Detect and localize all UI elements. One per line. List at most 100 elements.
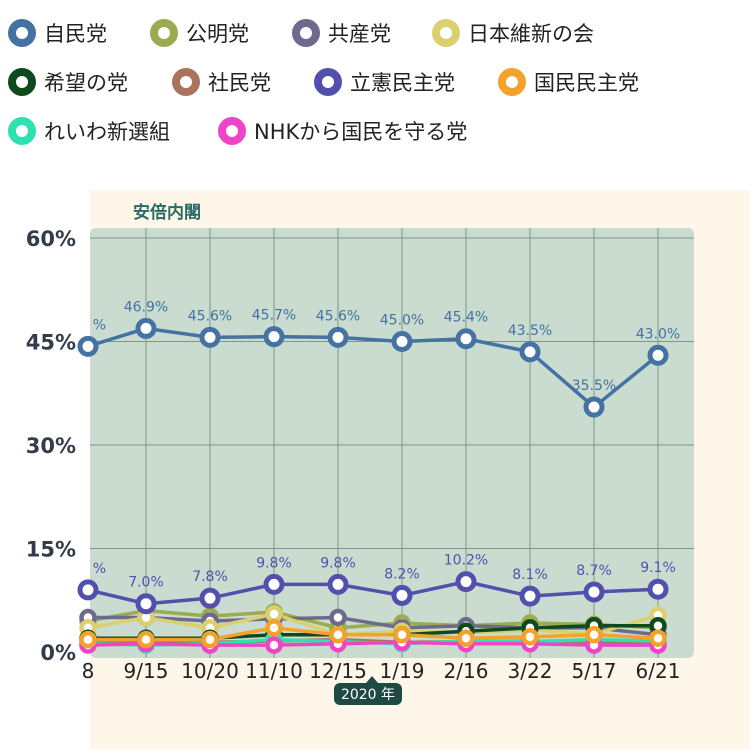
series-line: [87, 326, 660, 410]
data-point: [393, 626, 411, 644]
data-point: [199, 326, 221, 348]
legend-marker-icon: [432, 19, 460, 47]
data-point: [583, 581, 605, 603]
legend-item[interactable]: NHKから国民を守る党: [218, 116, 467, 146]
legend-marker-icon: [314, 68, 342, 96]
legend-marker-icon: [498, 68, 526, 96]
legend-label: れいわ新選組: [44, 120, 170, 144]
data-point: [585, 626, 603, 644]
x-axis: 8 9/15 10/20 11/10 12/15 1/19 2/16 3/22 5/17 6/21: [82, 659, 681, 683]
data-label: 7.8%: [192, 569, 228, 585]
data-point: [519, 585, 541, 607]
legend-marker-icon: [150, 19, 178, 47]
data-point: [391, 331, 413, 352]
legend-item[interactable]: 自民党: [8, 18, 107, 48]
data-point: [647, 344, 669, 366]
data-point: [265, 619, 283, 637]
data-point: [263, 326, 285, 348]
legend-item[interactable]: 希望の党: [8, 67, 128, 97]
x-tick-label: 8: [82, 659, 95, 683]
data-point: [77, 335, 99, 357]
y-tick-label: 60%: [26, 227, 76, 251]
data-label: 7.0%: [128, 575, 164, 591]
legend-label: 日本維新の会: [468, 22, 594, 46]
data-label: 9.8%: [256, 555, 292, 571]
data-point: [137, 630, 155, 649]
legend-label: 国民民主党: [534, 71, 639, 95]
legend-item[interactable]: 立憲民主党: [314, 67, 455, 97]
data-point: [327, 573, 349, 595]
data-point: [391, 584, 413, 606]
x-tick-label: 1/19: [380, 659, 425, 683]
legend-label: 公明党: [186, 22, 249, 46]
data-point: [457, 629, 475, 647]
data-point: [327, 326, 349, 348]
legend-item[interactable]: 社民党: [172, 67, 271, 97]
legend: 自民党 公明党 共産党 日本維新の会希望の党 社民党 立憲民主党 国民民主党れいわ新選組 NH…: [0, 0, 750, 180]
legend-marker-icon: [218, 117, 246, 145]
data-point: [265, 605, 283, 623]
legend-marker-icon: [292, 19, 320, 47]
series-line: [87, 640, 658, 647]
data-label: 9.1%: [640, 560, 676, 576]
data-labels: % 7.0% 7.8% 9.8% 9.8% 8.2% 10.2% 8.1% 8.7% 9.1%% 4…: [93, 299, 681, 590]
data-label: 45.4%: [444, 310, 488, 326]
legend-marker-icon: [8, 19, 36, 47]
series-line: [87, 608, 659, 630]
x-tick-label: 5/17: [572, 659, 617, 683]
data-label: 8.2%: [384, 566, 420, 582]
legend-label: 立憲民主党: [350, 71, 455, 95]
data-point: [135, 593, 157, 615]
data-point: [521, 628, 539, 646]
series-lines: [87, 326, 660, 647]
data-point: [329, 626, 347, 644]
year-badge-text: 2020 年: [341, 687, 395, 703]
legend-item[interactable]: 日本維新の会: [432, 18, 594, 48]
data-point: [201, 630, 219, 649]
data-point: [77, 579, 99, 601]
y-axis: 60% 45% 30% 15% 0%: [26, 227, 76, 665]
data-label: %: [93, 317, 106, 333]
x-tick-label: 12/15: [309, 659, 367, 683]
x-tick-label: 6/21: [636, 659, 681, 683]
x-tick-label: 11/10: [245, 659, 303, 683]
legend-marker-icon: [172, 68, 200, 96]
x-tick-label: 9/15: [124, 659, 169, 683]
data-label: 43.5%: [508, 323, 552, 339]
legend-item[interactable]: 公明党: [150, 18, 249, 48]
legend-marker-icon: [8, 117, 36, 145]
data-point: [455, 328, 477, 350]
data-label: 45.6%: [188, 308, 232, 324]
legend-label: 共産党: [328, 22, 391, 46]
legend-label: NHKから国民を守る党: [254, 120, 468, 144]
legend-item[interactable]: 共産党: [292, 18, 391, 48]
legend-marker-icon: [8, 68, 36, 96]
legend-label: 希望の党: [44, 71, 128, 95]
y-tick-label: 0%: [40, 641, 76, 665]
data-point: [199, 587, 221, 609]
legend-item[interactable]: れいわ新選組: [8, 116, 170, 146]
series-line: [87, 579, 659, 606]
data-point: [647, 578, 669, 600]
x-tick-label: 10/20: [181, 659, 239, 683]
legend-item[interactable]: 国民民主党: [498, 67, 639, 97]
data-label: 8.7%: [576, 563, 612, 579]
series-points: [77, 317, 669, 654]
data-label: 9.8%: [320, 555, 356, 571]
data-label: 10.2%: [444, 553, 488, 569]
legend-label: 自民党: [44, 22, 107, 46]
data-point: [265, 636, 283, 654]
x-tick-label: 2/16: [444, 659, 489, 683]
data-label: 35.5%: [572, 378, 616, 394]
data-label: 8.1%: [512, 567, 548, 583]
data-point: [649, 629, 667, 647]
x-tick-label: 3/22: [508, 659, 553, 683]
year-badge: 2020 年: [334, 676, 402, 705]
y-tick-label: 45%: [26, 331, 76, 355]
series-line: [88, 626, 659, 642]
legend-label: 社民党: [208, 71, 271, 95]
data-point: [583, 396, 605, 418]
data-label: 46.9%: [124, 299, 168, 315]
data-label: 45.0%: [380, 313, 424, 329]
